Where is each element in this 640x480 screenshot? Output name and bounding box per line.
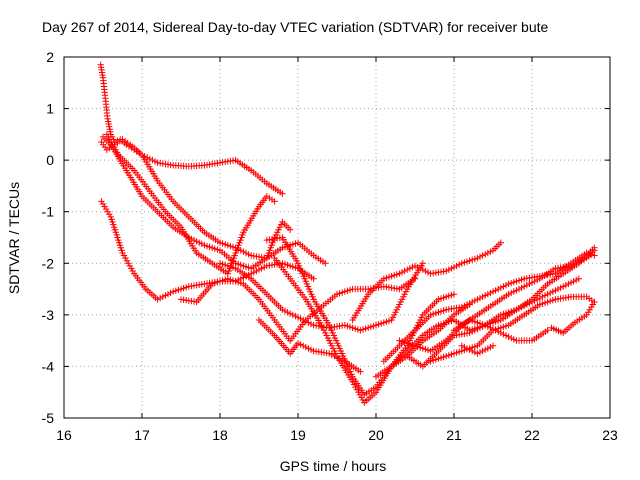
data-series: [97, 61, 598, 406]
y-tick-label: -3: [42, 307, 55, 323]
y-tick-label: 2: [46, 49, 54, 65]
plus-markers: [99, 133, 294, 272]
y-tick-label: -2: [42, 255, 55, 271]
x-tick-label: 17: [134, 427, 150, 443]
series-track-19: [548, 298, 598, 337]
plus-markers: [103, 131, 278, 277]
x-tick-label: 21: [446, 427, 462, 443]
x-tick-label: 18: [212, 427, 228, 443]
plus-markers: [177, 275, 419, 344]
y-tick-label: 0: [46, 152, 54, 168]
grid: [64, 57, 610, 418]
y-tick-label: -5: [42, 410, 55, 426]
series-track-17: [450, 316, 551, 344]
series-track-2: [98, 136, 329, 267]
y-tick-label: -4: [42, 358, 55, 374]
plus-markers: [404, 275, 582, 370]
plus-markers: [255, 316, 364, 375]
x-tick-label: 19: [290, 427, 306, 443]
series-track-9: [271, 254, 473, 406]
x-tick-label: 20: [368, 427, 384, 443]
plus-markers: [98, 136, 329, 267]
x-tick-label: 16: [56, 427, 72, 443]
y-axis-label: SDTVAR / TECUs: [6, 182, 22, 294]
series-track-16: [427, 293, 598, 365]
x-tick-label: 23: [602, 427, 618, 443]
x-axis-ticks: 16 17 18 19 20 21 22 23: [56, 57, 618, 443]
series-track-1: [97, 61, 286, 197]
series-track-6: [177, 275, 419, 344]
series-track-7: [216, 260, 426, 334]
plus-markers: [450, 316, 551, 344]
x-tick-label: 22: [524, 427, 540, 443]
plus-markers: [458, 342, 497, 357]
plus-markers: [97, 61, 286, 197]
x-axis-label: GPS time / hours: [280, 458, 387, 474]
series-track-4: [103, 131, 278, 277]
y-tick-label: -1: [42, 204, 55, 220]
y-axis-ticks: 2 1 0 -1 -2 -3 -4 -5: [42, 49, 610, 426]
plus-markers: [548, 298, 598, 337]
chart-title: Day 267 of 2014, Sidereal Day-to-day VTE…: [42, 19, 549, 35]
plus-markers: [216, 260, 426, 334]
plus-markers: [349, 239, 504, 324]
series-track-3: [99, 133, 294, 272]
series-track-11: [349, 239, 504, 324]
plus-markers: [427, 293, 598, 365]
plot-frame: [63, 56, 611, 419]
series-track-18: [458, 342, 497, 357]
series-track-15: [404, 275, 582, 370]
plus-markers: [271, 254, 473, 406]
y-tick-label: 1: [46, 101, 54, 117]
series-track-10: [255, 316, 364, 375]
